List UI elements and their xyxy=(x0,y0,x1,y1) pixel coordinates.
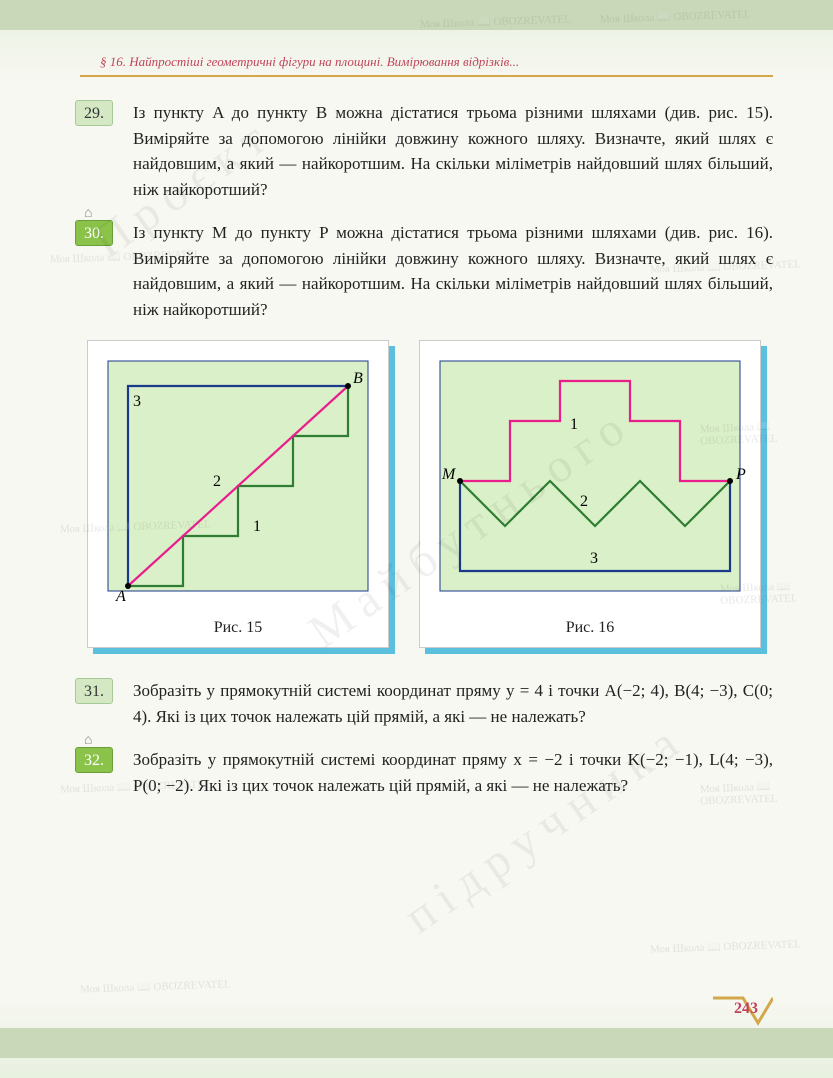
svg-text:3: 3 xyxy=(133,393,141,410)
svg-text:P: P xyxy=(735,466,746,483)
problem-text: Зобразіть у прямокутній системі координа… xyxy=(133,747,773,798)
svg-text:2: 2 xyxy=(213,473,221,490)
num-label: 30. xyxy=(84,225,104,242)
figure-16-svg: M P 1 2 3 xyxy=(430,351,750,611)
problem-text: Із пункту M до пункту P можна дістатися … xyxy=(133,220,773,322)
page-number: 243 xyxy=(734,1000,758,1018)
problem-number: ⌂ 30. xyxy=(75,220,113,246)
header-stripe xyxy=(0,0,833,30)
problem-29: 29. Із пункту A до пункту B можна дістат… xyxy=(75,100,773,202)
problem-number: 31. xyxy=(75,678,113,704)
header-line xyxy=(80,75,773,77)
problem-32: ⌂ 32. Зобразіть у прямокутній системі ко… xyxy=(75,747,773,798)
problem-text: Із пункту A до пункту B можна дістатися … xyxy=(133,100,773,202)
svg-text:1: 1 xyxy=(570,416,578,433)
figure-15-svg: A B 1 2 3 xyxy=(98,351,378,611)
num-label: 32. xyxy=(84,752,104,769)
footer-stripe xyxy=(0,1028,833,1058)
home-icon: ⌂ xyxy=(84,201,92,227)
figure-16: M P 1 2 3 Рис. 16 xyxy=(419,340,761,648)
content-area: 29. Із пункту A до пункту B можна дістат… xyxy=(75,100,773,816)
svg-text:2: 2 xyxy=(580,493,588,510)
problem-number: ⌂ 32. xyxy=(75,747,113,773)
section-header: § 16. Найпростіші геометричні фігури на … xyxy=(100,54,519,70)
problem-text: Зобразіть у прямокутній системі координа… xyxy=(133,678,773,729)
problem-31: 31. Зобразіть у прямокутній системі коор… xyxy=(75,678,773,729)
figures-row: A B 1 2 3 Рис. 15 M P 1 2 3 Рис. 16 xyxy=(75,340,773,648)
svg-text:3: 3 xyxy=(590,550,598,567)
svg-text:B: B xyxy=(353,370,363,387)
svg-text:M: M xyxy=(441,466,457,483)
svg-text:1: 1 xyxy=(253,518,261,535)
svg-text:A: A xyxy=(115,588,126,605)
home-icon: ⌂ xyxy=(84,728,92,754)
problem-30: ⌂ 30. Із пункту M до пункту P можна діст… xyxy=(75,220,773,322)
figure-15: A B 1 2 3 Рис. 15 xyxy=(87,340,389,648)
figure-caption: Рис. 16 xyxy=(430,619,750,637)
problem-number: 29. xyxy=(75,100,113,126)
figure-caption: Рис. 15 xyxy=(98,619,378,637)
